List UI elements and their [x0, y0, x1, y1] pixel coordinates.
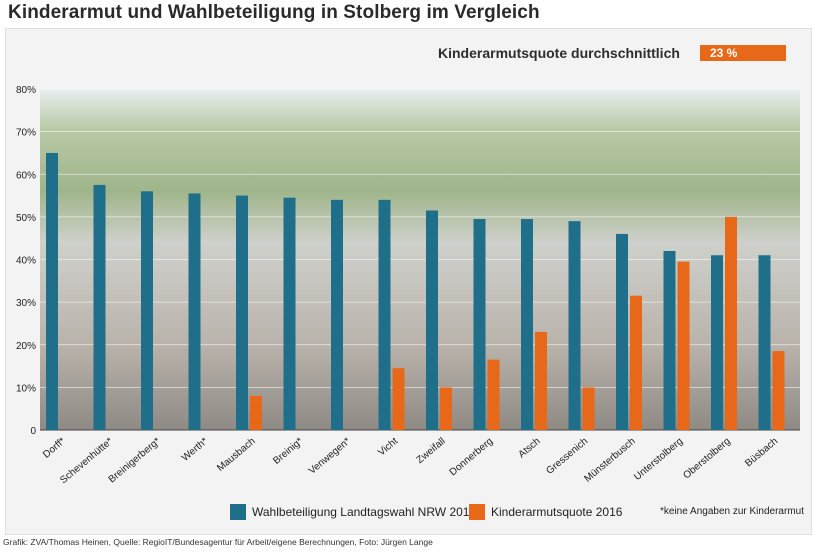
bar-poverty: [725, 216, 737, 430]
bar-turnout: [93, 184, 106, 430]
bar-turnout: [616, 233, 628, 430]
x-tick-label: Dorff*: [41, 436, 68, 461]
bar-turnout: [141, 191, 153, 430]
y-tick-label: 50%: [16, 213, 36, 224]
legend-label-poverty: Kinderarmutsquote 2016: [491, 505, 623, 519]
bar-poverty: [250, 395, 262, 430]
x-tick-label: Gressenich: [544, 436, 590, 477]
x-tick-label: Vicht: [376, 436, 400, 459]
x-tick-label: Büsbach: [743, 436, 780, 469]
x-tick-label: Münsterbusch: [582, 436, 637, 485]
legend-swatch-turnout: [230, 504, 246, 520]
bar-poverty: [772, 351, 785, 430]
footnote: *keine Angaben zur Kinderarmut: [660, 506, 804, 517]
x-tick-label: Zweifall: [415, 436, 448, 466]
legend-label-turnout: Wahlbeteiligung Landtagswahl NRW 2017: [252, 505, 477, 519]
x-tick-label: Atsch: [516, 436, 542, 461]
bar-poverty: [582, 387, 595, 430]
bar-poverty: [630, 295, 642, 430]
bar-turnout: [711, 255, 723, 430]
y-tick-label: 20%: [16, 341, 36, 352]
bar-turnout: [378, 199, 391, 430]
bar-turnout: [283, 197, 296, 430]
bar-turnout: [663, 250, 676, 430]
bar-turnout: [236, 195, 248, 430]
y-tick-label: 60%: [16, 170, 36, 181]
legend-swatch-poverty: [469, 504, 485, 520]
x-tick-label: Venwegen*: [307, 436, 353, 477]
bar-poverty: [440, 387, 452, 430]
x-tick-label: Breinigerberg*: [107, 436, 163, 486]
bar-poverty: [535, 331, 547, 430]
bar-poverty: [392, 368, 405, 430]
bar-turnout: [426, 210, 438, 430]
bar-turnout: [188, 193, 201, 430]
bar-turnout: [46, 152, 58, 430]
x-tick-label: Unterstolberg: [632, 436, 685, 483]
y-tick-label: 30%: [16, 298, 36, 309]
bar-turnout: [473, 219, 486, 430]
bar-turnout: [331, 199, 343, 430]
x-tick-label: Mausbach: [215, 436, 257, 474]
bar-turnout: [521, 219, 533, 430]
bar-turnout: [568, 221, 581, 430]
y-tick-label: 0: [30, 426, 36, 437]
y-tick-label: 80%: [16, 85, 36, 96]
credit-line: Grafik: ZVA/Thomas Heinen, Quelle: Regio…: [3, 537, 433, 547]
y-tick-label: 40%: [16, 256, 36, 267]
bar-poverty: [487, 359, 500, 430]
legend-item-turnout: Wahlbeteiligung Landtagswahl NRW 2017: [230, 504, 476, 520]
bar-poverty: [677, 261, 690, 430]
x-tick-label: Werth*: [180, 436, 210, 464]
bar-turnout: [758, 255, 771, 430]
y-tick-label: 70%: [16, 128, 36, 139]
chart-title: Kinderarmut und Wahlbeteiligung in Stolb…: [8, 2, 540, 23]
average-value-badge: 23 %: [700, 45, 786, 61]
x-tick-label: Oberstolberg: [681, 436, 732, 482]
x-tick-label: Breinig*: [271, 436, 305, 467]
average-label: Kinderarmutsquote durchschnittlich: [438, 45, 680, 61]
x-tick-label: Donnerberg: [448, 436, 496, 478]
y-tick-label: 10%: [16, 383, 36, 394]
legend-item-poverty: Kinderarmutsquote 2016: [469, 504, 622, 520]
